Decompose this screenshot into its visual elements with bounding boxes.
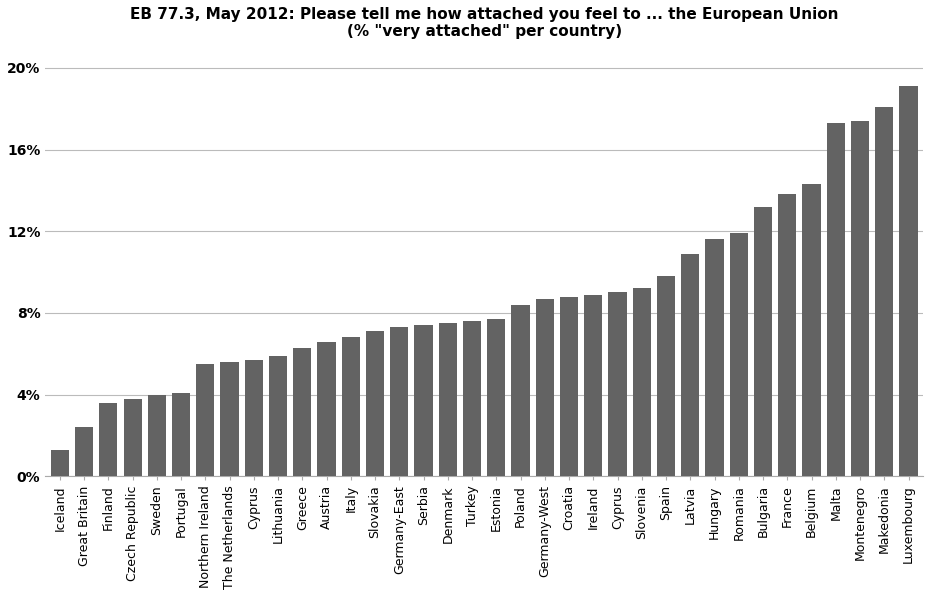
Bar [172,393,190,476]
Bar [827,123,844,476]
Bar [560,297,578,476]
Bar [391,327,408,476]
Bar [875,107,894,476]
Title: EB 77.3, May 2012: Please tell me how attached you feel to ... the European Unio: EB 77.3, May 2012: Please tell me how at… [130,7,839,39]
Bar [439,323,457,476]
Bar [536,299,554,476]
Bar [148,395,166,476]
Bar [220,362,239,476]
Bar [803,184,820,476]
Bar [317,342,336,476]
Bar [75,427,93,476]
Bar [608,293,627,476]
Bar [584,294,603,476]
Bar [341,337,360,476]
Bar [851,121,870,476]
Bar [899,86,918,476]
Bar [51,450,69,476]
Bar [124,399,141,476]
Bar [706,240,724,476]
Bar [293,347,312,476]
Bar [196,364,215,476]
Bar [463,321,481,476]
Bar [512,305,530,476]
Bar [269,356,287,476]
Bar [681,254,699,476]
Bar [730,233,748,476]
Bar [632,288,651,476]
Bar [657,276,675,476]
Bar [366,331,384,476]
Bar [754,207,772,476]
Bar [487,319,505,476]
Bar [415,325,432,476]
Bar [778,194,796,476]
Bar [100,403,117,476]
Bar [245,360,263,476]
